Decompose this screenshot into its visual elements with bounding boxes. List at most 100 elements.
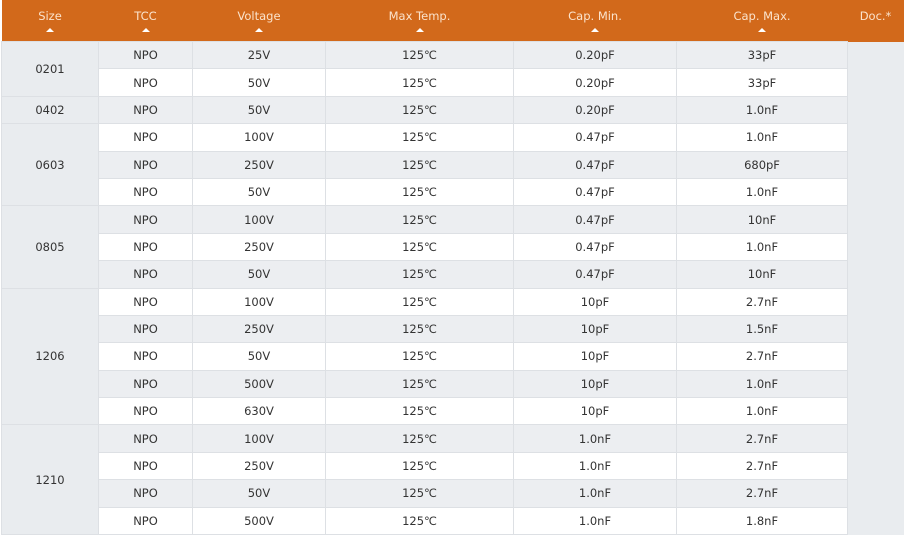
max-temp-cell: 125℃ [325, 260, 514, 289]
max-temp-cell: 125℃ [325, 232, 514, 262]
cap-max-cell: 10nF [676, 205, 848, 234]
cap-min-cell: 0.20pF [513, 40, 677, 70]
table-row: NPO 50V 125℃ 1.0nF 2.7nF [2, 479, 904, 508]
cap-max-cell: 10nF [676, 260, 848, 289]
cap-max-cell: 1.0nF [676, 123, 848, 152]
voltage-cell: 500V [192, 506, 326, 536]
cap-max-cell: 1.0nF [676, 95, 848, 125]
tcc-cell: NPO [98, 287, 193, 316]
max-temp-cell: 125℃ [325, 506, 514, 536]
cap-min-cell: 10pF [513, 342, 677, 371]
column-label: Cap. Min. [568, 9, 622, 23]
column-label: Voltage [237, 9, 281, 23]
table-row: 0805 NPO 100V 125℃ 0.47pF 10nF [1, 205, 904, 289]
voltage-cell: 250V [192, 150, 326, 179]
cap-max-cell: 2.7nF [676, 287, 848, 316]
cap-max-cell: 1.0nF [676, 177, 848, 207]
voltage-cell: 100V [192, 424, 326, 453]
max-temp-cell: 125℃ [325, 424, 514, 453]
max-temp-cell: 125℃ [325, 150, 514, 179]
tcc-cell: NPO [98, 451, 193, 481]
voltage-cell: 250V [192, 232, 326, 262]
table-row: NPO 50V 125℃ 10pF 2.7nF [2, 342, 904, 371]
column-header-max-temp[interactable]: Max Temp. [325, 0, 514, 42]
cap-min-cell: 1.0nF [513, 451, 677, 481]
size-cell: 0201 [1, 41, 99, 97]
column-label: TCC [134, 9, 157, 23]
sort-arrow-icon[interactable] [591, 28, 599, 32]
tcc-cell: NPO [98, 314, 193, 344]
cap-min-cell: 1.0nF [513, 506, 677, 536]
max-temp-cell: 125℃ [325, 123, 514, 152]
cap-max-cell: 1.0nF [676, 397, 848, 426]
max-temp-cell: 125℃ [325, 68, 514, 97]
voltage-cell: 50V [192, 177, 326, 207]
column-header-doc[interactable]: Doc.* [847, 0, 904, 42]
max-temp-cell: 125℃ [325, 451, 514, 481]
table-row: 0201 NPO 25V 125℃ 0.20pF 33pF [1, 40, 904, 535]
tcc-cell: NPO [98, 260, 193, 289]
max-temp-cell: 125℃ [325, 95, 514, 125]
column-header-size[interactable]: Size [1, 0, 99, 42]
cap-min-cell: 10pF [513, 314, 677, 344]
tcc-cell: NPO [98, 123, 193, 152]
cap-min-cell: 10pF [513, 369, 677, 399]
max-temp-cell: 125℃ [325, 342, 514, 371]
voltage-cell: 25V [192, 40, 326, 70]
sort-arrow-icon[interactable] [255, 28, 263, 32]
size-cell: 0402 [1, 95, 99, 125]
max-temp-cell: 125℃ [325, 479, 514, 508]
sort-arrow-icon[interactable] [415, 28, 424, 32]
column-header-tcc[interactable]: TCC [98, 0, 193, 42]
table-row: NPO 500V 125℃ 1.0nF 1.8nF [2, 506, 904, 536]
max-temp-cell: 125℃ [325, 369, 514, 399]
size-cell: 1210 [1, 424, 99, 536]
cap-max-cell: 2.7nF [676, 342, 848, 371]
size-cell: 0805 [1, 205, 99, 289]
tcc-cell: NPO [98, 232, 193, 262]
tcc-cell: NPO [98, 369, 193, 399]
table-row: NPO 500V 125℃ 10pF 1.0nF [2, 369, 904, 399]
table-row: NPO 630V 125℃ 10pF 1.0nF [2, 397, 904, 426]
tcc-cell: NPO [98, 397, 193, 426]
voltage-cell: 630V [192, 397, 326, 426]
voltage-cell: 50V [192, 479, 326, 508]
cap-max-cell: 1.0nF [676, 232, 848, 262]
voltage-cell: 50V [192, 342, 326, 371]
cap-min-cell: 0.47pF [513, 232, 677, 262]
table-row: 0402 NPO 50V 125℃ 0.20pF 1.0nF [1, 95, 904, 125]
cap-max-cell: 680pF [676, 150, 848, 179]
size-cell: 0603 [1, 123, 99, 207]
table-row: NPO 50V 125℃ 0.20pF 33pF [2, 68, 904, 97]
table-row: NPO 50V 125℃ 0.47pF 10nF [2, 260, 904, 289]
cap-max-cell: 33pF [676, 40, 848, 70]
voltage-cell: 500V [192, 369, 326, 399]
doc-cell [847, 41, 904, 535]
cap-max-cell: 2.7nF [676, 451, 848, 481]
cap-min-cell: 0.47pF [513, 205, 677, 234]
cap-min-cell: 10pF [513, 397, 677, 426]
tcc-cell: NPO [98, 95, 193, 125]
size-cell: 1206 [1, 287, 99, 426]
tcc-cell: NPO [98, 68, 193, 97]
tcc-cell: NPO [98, 40, 193, 70]
cap-max-cell: 33pF [676, 68, 848, 97]
column-label: Size [38, 9, 62, 23]
tcc-cell: NPO [98, 205, 193, 234]
sort-arrow-icon[interactable] [758, 28, 766, 32]
sort-arrow-icon[interactable] [46, 28, 54, 32]
cap-max-cell: 1.8nF [676, 506, 848, 536]
sort-arrow-icon[interactable] [141, 28, 150, 32]
cap-min-cell: 0.20pF [513, 68, 677, 97]
max-temp-cell: 125℃ [325, 205, 514, 234]
cap-min-cell: 1.0nF [513, 479, 677, 508]
column-header-voltage[interactable]: Voltage [192, 0, 326, 42]
column-header-cap-min[interactable]: Cap. Min. [513, 0, 677, 42]
cap-min-cell: 10pF [513, 287, 677, 316]
table-row: NPO 250V 125℃ 1.0nF 2.7nF [2, 451, 904, 481]
tcc-cell: NPO [98, 150, 193, 179]
header-row: Size TCC Voltage Max Temp. Cap. Min. Cap. Max… [1, 0, 904, 42]
column-header-cap-max[interactable]: Cap. Max. [676, 0, 848, 42]
tcc-cell: NPO [98, 506, 193, 536]
